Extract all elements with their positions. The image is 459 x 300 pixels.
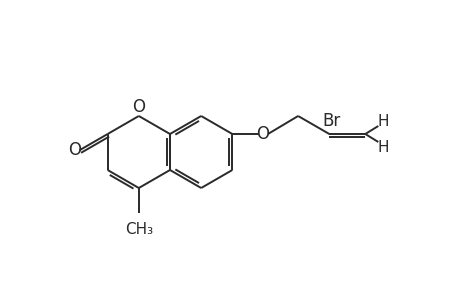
Text: CH₃: CH₃	[124, 222, 152, 237]
Text: O: O	[132, 98, 145, 116]
Text: O: O	[256, 125, 269, 143]
Text: O: O	[68, 141, 81, 159]
Text: Br: Br	[321, 112, 340, 130]
Text: H: H	[377, 113, 388, 128]
Text: H: H	[377, 140, 388, 154]
